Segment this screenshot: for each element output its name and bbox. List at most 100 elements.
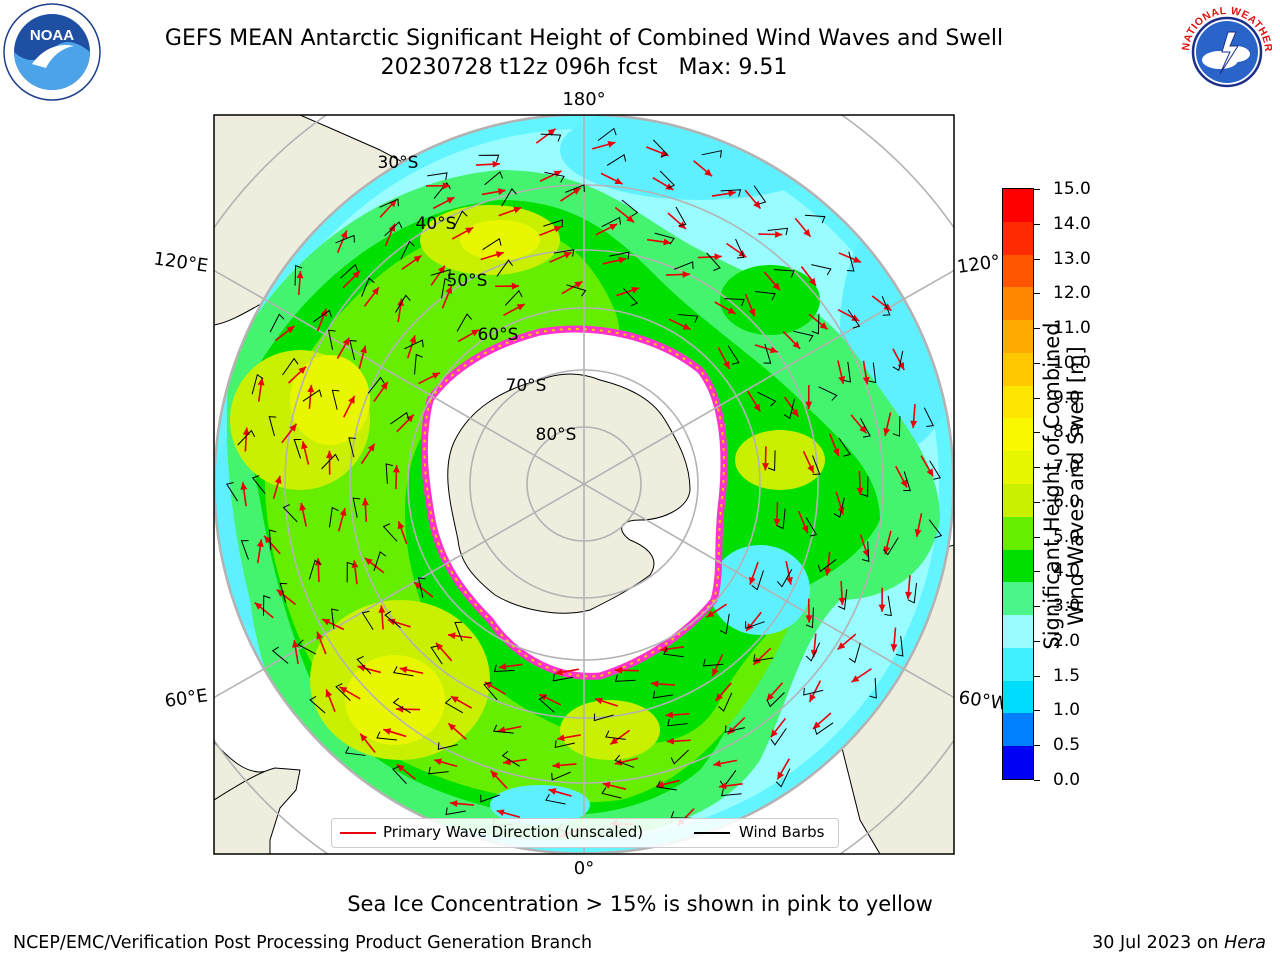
wind-barb — [601, 787, 622, 799]
wind-barb — [566, 284, 587, 297]
wave-arrow-head — [614, 758, 623, 766]
machine-name: Hera — [1224, 933, 1266, 953]
wind-barb — [392, 697, 411, 714]
wave-arrow-head — [326, 450, 333, 459]
wind-barb — [269, 313, 285, 333]
wave-arrow-head — [431, 372, 440, 380]
wave-arrow-head — [360, 733, 368, 742]
wave-arrow-head — [450, 696, 459, 703]
wind-barb — [444, 697, 464, 714]
wind-barb — [597, 127, 617, 142]
wave-arrow-head — [371, 287, 380, 296]
colorbar-tick — [1034, 189, 1040, 190]
colorbar-tick-label: 9.0 — [1053, 387, 1081, 408]
wind-barb — [783, 398, 795, 420]
wind-barb — [335, 683, 351, 702]
wind-barb — [719, 613, 730, 635]
wind-barb — [346, 561, 355, 583]
wind-barb — [701, 150, 722, 158]
wind-barb — [376, 731, 397, 741]
wave-arrow-head — [775, 230, 783, 238]
wind-barb — [297, 639, 317, 655]
colorbar-segment — [1003, 287, 1033, 321]
wave-arrow-head — [704, 168, 713, 177]
wind-barb — [614, 674, 636, 682]
colorbar-tick-label: 11.0 — [1053, 318, 1091, 339]
wave-arrow-head — [748, 308, 756, 317]
colorbar-tick — [1034, 675, 1040, 677]
wave-arrow-head — [878, 604, 886, 612]
colorbar-tick-label: 1.0 — [1053, 700, 1081, 721]
wind-barb — [812, 455, 821, 475]
colorbar-segment — [1003, 516, 1033, 550]
wave-arrow-head — [563, 252, 572, 259]
wind-barb — [302, 389, 322, 402]
wind-barb — [652, 690, 674, 699]
wind-barb — [652, 139, 669, 158]
wave-arrow-head — [448, 723, 457, 731]
colorbar-tick — [1034, 397, 1040, 399]
wind-barb — [340, 263, 359, 279]
wind-barb — [720, 189, 742, 197]
wind-barb — [251, 475, 266, 494]
wind-barb — [621, 199, 639, 217]
wave-arrow-head — [397, 298, 405, 307]
colorbar-tick — [1034, 432, 1040, 434]
wind-barb — [776, 569, 793, 588]
wind-barb — [623, 288, 638, 307]
wave-arrow-head — [388, 223, 396, 232]
wave-arrow-head — [772, 282, 780, 291]
wave-arrow-head — [728, 189, 736, 197]
wave-arrow-head — [435, 642, 444, 651]
colorbar-segment — [1003, 385, 1033, 419]
colorbar-tick — [1034, 362, 1040, 364]
colorbar-segment — [1003, 647, 1033, 681]
wind-barb — [308, 559, 322, 580]
wind-barb — [811, 313, 820, 335]
wave-arrow-head — [656, 781, 665, 788]
wind-barb — [670, 749, 689, 765]
wave-arrow-head — [498, 663, 507, 671]
wind-barb — [843, 361, 852, 383]
wind-barb — [540, 133, 562, 142]
wave-arrow-head — [749, 576, 756, 585]
wind-barb — [656, 780, 677, 791]
wind-barb — [755, 290, 776, 301]
wind-barb — [390, 411, 410, 425]
wave-arrow-head — [838, 376, 846, 384]
wave-arrow-head — [862, 549, 870, 558]
wave-arrow-head — [650, 680, 659, 688]
wave-arrow-head — [264, 535, 272, 544]
wave-arrow-head — [492, 160, 500, 168]
wind-barb — [848, 642, 861, 664]
colorbar-segment — [1003, 189, 1033, 222]
wave-wind-vectors — [225, 127, 943, 838]
wave-arrow-head — [557, 734, 565, 742]
wind-barb — [868, 362, 877, 384]
map-frame — [213, 114, 955, 855]
colorbar-tick — [1034, 501, 1040, 503]
wind-barb — [775, 768, 791, 788]
wind-barb — [382, 523, 398, 542]
wave-arrow-head — [442, 182, 451, 190]
wind-barb — [543, 219, 563, 228]
wave-arrow-head — [769, 346, 778, 354]
wind-barb — [818, 386, 838, 401]
nws-logo: NATIONAL WEATHER SERVICE — [1176, 2, 1274, 98]
wave-arrow-head — [449, 800, 458, 808]
wave-arrow-head — [409, 335, 417, 344]
wind-barb — [262, 595, 271, 616]
wave-arrow-head — [254, 602, 263, 610]
wave-arrow-head — [497, 188, 506, 195]
wave-arrow-head — [298, 366, 307, 375]
wind-barb — [718, 692, 733, 712]
wave-arrow-head — [406, 414, 414, 423]
wind-barb — [327, 329, 336, 350]
wave-arrow-head — [792, 341, 801, 349]
wind-barb — [735, 238, 745, 259]
colorbar-tick-label: 5.0 — [1053, 526, 1081, 547]
wave-arrow-head — [490, 770, 499, 779]
wave-arrow-head — [819, 322, 828, 330]
wind-barb — [928, 519, 943, 539]
